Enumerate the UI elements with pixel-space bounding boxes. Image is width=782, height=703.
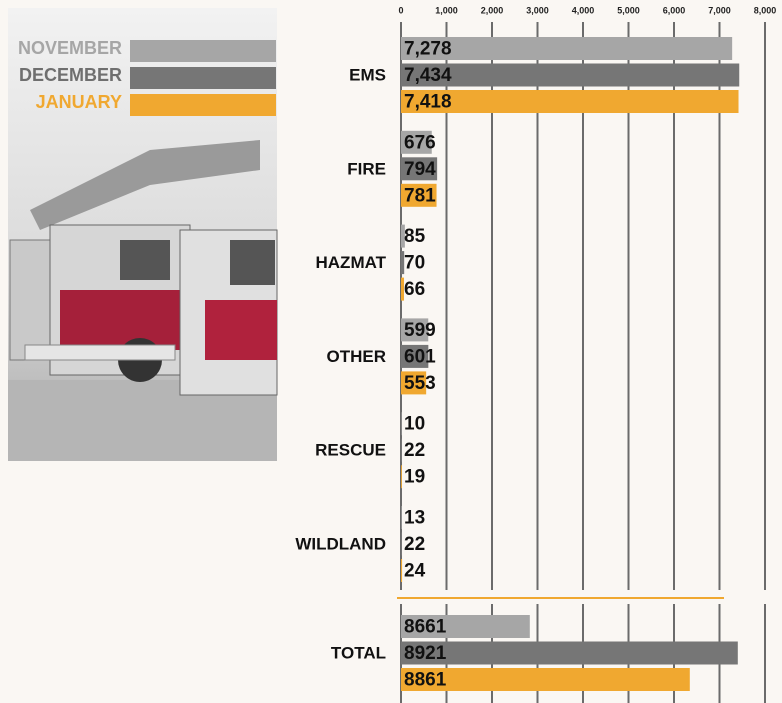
x-tick-label: 8,000 [754,5,777,15]
value-label: 7,434 [404,65,452,86]
bar [401,183,437,207]
legend-swatch [130,94,276,116]
bar [401,90,739,113]
value-label: 599 [404,320,436,341]
x-tick-label: 5,000 [617,5,640,15]
bar [401,615,530,638]
x-tick-label: 3,000 [526,5,549,15]
legend-swatch [130,40,276,62]
value-label: 676 [404,132,436,153]
value-label: 22 [404,440,425,461]
bar [401,641,738,665]
bar [401,668,690,691]
value-label: 85 [404,226,426,247]
bar [401,63,740,87]
x-tick-label: 2,000 [481,5,504,15]
bar [401,318,429,342]
bar [401,157,438,181]
bar [401,130,432,154]
value-label: 13 [404,508,425,529]
category-label: TOTAL [331,643,386,662]
value-label: 8921 [404,643,447,664]
category-label: EMS [349,65,386,84]
x-tick-label: 0 [398,5,403,15]
value-label: 70 [404,253,425,274]
bar [401,371,427,395]
bar [401,506,402,529]
value-label: 553 [404,373,436,394]
value-label: 7,418 [404,92,452,113]
bar [401,559,403,582]
value-label: 10 [404,414,425,435]
value-label: 19 [404,467,425,488]
value-label: 7,278 [404,39,452,60]
value-label: 781 [404,185,436,206]
value-label: 8661 [404,617,447,638]
x-tick-label: 1,000 [435,5,458,15]
category-label: FIRE [347,159,386,178]
value-label: 8861 [404,670,447,691]
x-tick-label: 4,000 [572,5,595,15]
legend-label: NOVEMBER [18,38,122,58]
bar [401,224,405,248]
bar [401,465,402,489]
bar [401,532,403,556]
bar [401,251,405,275]
x-tick-label: 6,000 [663,5,686,15]
category-label: RESCUE [315,441,386,460]
category-label: WILDLAND [295,534,386,553]
value-label: 601 [404,346,436,367]
value-label: 66 [404,279,425,300]
bar [401,37,733,60]
x-tick-label: 7,000 [708,5,731,15]
legend: NOVEMBER DECEMBER JANUARY [18,38,276,116]
bar [401,344,429,368]
value-label: 24 [404,561,426,582]
bar [401,438,403,462]
category-label: OTHER [327,347,387,366]
legend-label: DECEMBER [19,65,122,85]
legend-label: JANUARY [36,92,122,112]
value-label: 794 [404,159,436,180]
legend-swatch [130,67,276,89]
category-label: HAZMAT [316,253,387,272]
bar [401,277,405,301]
value-label: 22 [404,534,425,555]
